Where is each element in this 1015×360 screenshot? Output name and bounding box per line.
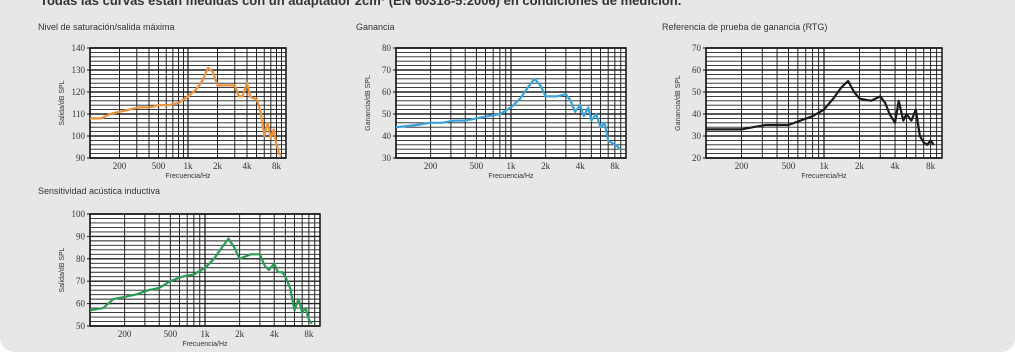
y-tick-label: 40 <box>382 131 392 141</box>
chart-title: Referencia de prueba de ganancia (RTG) <box>662 22 828 32</box>
y-axis-label: Ganancia/dB SPL <box>365 75 372 131</box>
x-axis-label: Frecuencia/Hz <box>182 341 228 348</box>
series-line <box>89 237 313 325</box>
x-tick-label: 4k <box>576 161 586 171</box>
chart-plot: 20 30 40 50 60 70 200 500 1k 2k 4k 8k Frecuencia/Hz G… <box>675 43 943 180</box>
x-tick-label: 4k <box>891 161 901 171</box>
x-tick-label: 200 <box>424 161 438 171</box>
x-tick-label: 1k <box>820 161 830 171</box>
x-tick-label: 500 <box>164 329 178 339</box>
x-tick-label: 2k <box>235 329 245 339</box>
y-tick-label: 110 <box>72 109 86 119</box>
y-tick-label: 60 <box>692 65 702 75</box>
x-tick-label: 4k <box>243 161 253 171</box>
x-tick-label: 2k <box>213 161 223 171</box>
y-axis-label: Salida/dB SPL <box>59 80 66 125</box>
plot-border <box>705 47 943 159</box>
y-axis-label: Ganancia/dB SPL <box>675 75 682 131</box>
series-line <box>706 79 935 146</box>
x-tick-label: 2k <box>541 161 551 171</box>
figure-caption: Todas las curvas están medidas con un ad… <box>40 0 682 8</box>
x-tick-label: 500 <box>782 161 796 171</box>
y-tick-label: 50 <box>382 109 392 119</box>
chart-saturacion: Nivel de saturación/salida máxima 90 100 1… <box>38 22 338 180</box>
y-tick-label: 70 <box>382 65 392 75</box>
chart-sensitividad: Sensitividad acústica inductiva 50 60 70 80… <box>38 186 338 348</box>
y-tick-label: 90 <box>76 153 86 163</box>
x-axis-label: Frecuencia/Hz <box>165 173 211 180</box>
plot-border <box>89 213 321 327</box>
x-axis-label: Frecuencia/Hz <box>801 173 847 180</box>
x-tick-label: 500 <box>152 161 166 171</box>
grid-lines <box>395 47 626 159</box>
x-tick-label: 8k <box>926 161 936 171</box>
x-tick-label: 8k <box>272 161 282 171</box>
chart-plot: 90 100 110 120 130 140 200 500 1k 2k 4k 8k Frecuenci… <box>59 43 287 180</box>
y-tick-label: 90 <box>76 231 86 241</box>
x-tick-label: 1k <box>507 161 517 171</box>
x-tick-label: 4k <box>270 329 280 339</box>
y-tick-label: 70 <box>692 43 702 53</box>
y-tick-label: 130 <box>72 65 86 75</box>
x-tick-label: 2k <box>855 161 865 171</box>
x-tick-label: 1k <box>201 329 211 339</box>
y-tick-label: 120 <box>72 87 86 97</box>
chart-title: Sensitividad acústica inductiva <box>38 186 161 196</box>
plot-border <box>395 47 627 159</box>
grid-lines <box>89 213 320 327</box>
x-tick-label: 8k <box>610 161 620 171</box>
chart-plot: 50 60 70 80 90 100 200 500 1k 2k 4k 8k Frecuencia/Hz… <box>59 209 321 348</box>
y-tick-label: 30 <box>692 131 702 141</box>
chart-title: Ganancia <box>356 22 395 32</box>
grid-lines <box>89 47 286 159</box>
grid-lines <box>705 47 942 159</box>
x-tick-label: 8k <box>304 329 314 339</box>
x-tick-label: 200 <box>118 329 132 339</box>
chart-plot: 30 40 50 60 70 80 200 500 1k 2k 4k 8k Frecuencia/Hz G… <box>365 43 627 180</box>
x-tick-label: 500 <box>470 161 484 171</box>
series-line <box>395 77 622 151</box>
y-tick-label: 140 <box>72 43 86 53</box>
x-tick-label: 1k <box>184 161 194 171</box>
figure-panel: Todas las curvas están medidas con un ad… <box>0 0 1015 352</box>
x-tick-label: 200 <box>735 161 749 171</box>
chart-title: Nivel de saturación/salida máxima <box>38 22 175 32</box>
y-tick-label: 60 <box>76 299 86 309</box>
y-tick-label: 50 <box>76 321 86 331</box>
x-axis-label: Frecuencia/Hz <box>488 173 534 180</box>
x-tick-label: 200 <box>113 161 127 171</box>
y-tick-label: 30 <box>382 153 392 163</box>
plot-border <box>89 47 287 159</box>
y-tick-label: 80 <box>382 43 392 53</box>
series-line <box>90 66 283 157</box>
y-tick-label: 20 <box>692 153 702 163</box>
y-tick-label: 40 <box>692 109 702 119</box>
y-tick-label: 80 <box>76 254 86 264</box>
y-axis-label: Salida/dB SPL <box>59 247 66 292</box>
y-tick-label: 100 <box>72 209 86 219</box>
y-tick-label: 70 <box>76 276 86 286</box>
y-tick-label: 60 <box>382 87 392 97</box>
y-tick-label: 50 <box>692 87 702 97</box>
chart-ganancia: Ganancia 30 40 50 60 70 80 200 500 1k 2k 4k 8k Frecu… <box>356 22 656 180</box>
y-tick-label: 100 <box>72 131 86 141</box>
chart-rtg: Referencia de prueba de ganancia (RTG) 2… <box>662 22 962 180</box>
